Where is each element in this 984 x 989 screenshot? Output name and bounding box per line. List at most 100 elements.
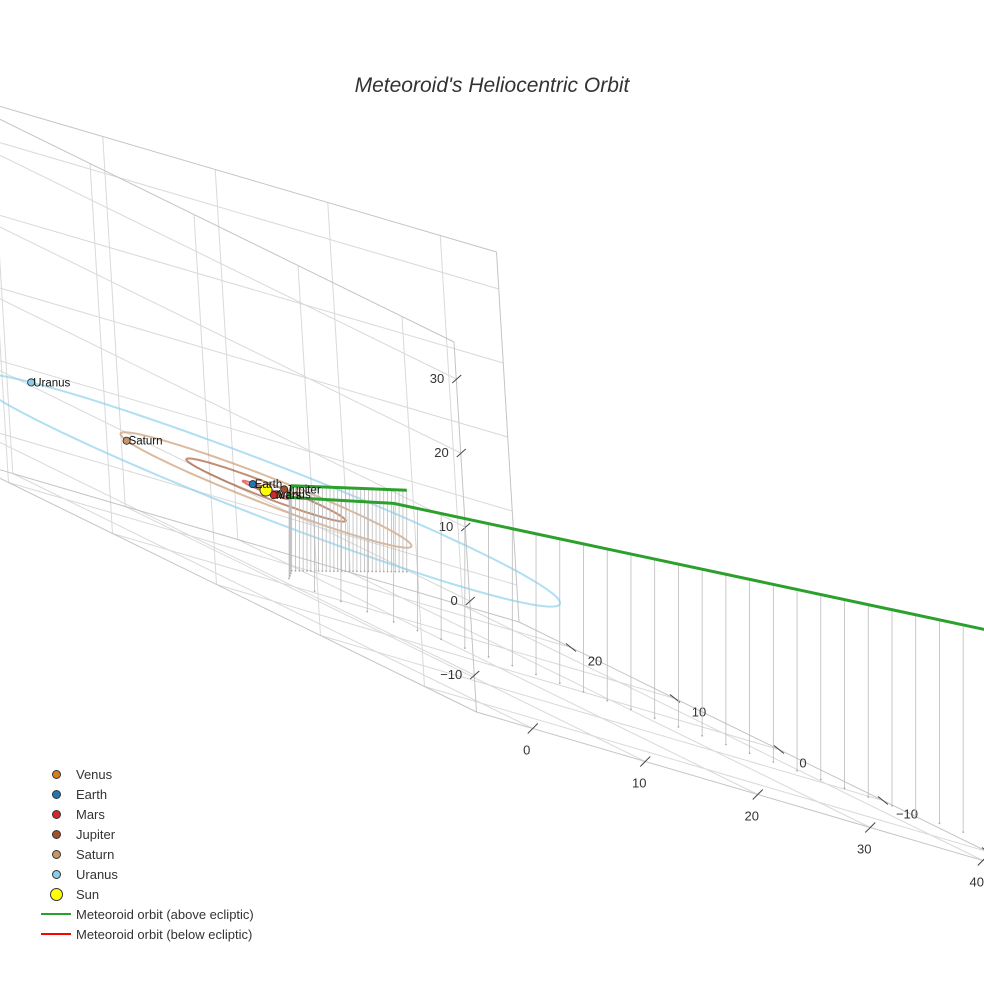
drop-line-end — [291, 570, 293, 572]
drop-line-end — [939, 822, 941, 824]
legend-marker-venus — [52, 770, 61, 779]
legend-marker-earth — [52, 790, 61, 799]
drop-line-end — [366, 611, 368, 613]
legend-item-orbit-above[interactable]: Meteoroid orbit (above ecliptic) — [36, 904, 254, 924]
z-tick-label: 30 — [430, 371, 444, 386]
drop-line-end — [796, 770, 798, 772]
drop-line-end — [321, 570, 323, 572]
y-tick-mark — [566, 644, 576, 652]
legend-item-uranus[interactable]: Uranus — [36, 864, 254, 884]
drop-line-end — [440, 638, 442, 640]
drop-line-end — [891, 805, 893, 807]
x-tick-mark — [528, 724, 538, 734]
meteoroid-orbit-above — [288, 497, 984, 885]
axis-box — [0, 87, 984, 877]
legend-item-saturn[interactable]: Saturn — [36, 844, 254, 864]
drop-line-end — [701, 735, 703, 737]
grid-line — [0, 272, 508, 437]
drop-line-end — [394, 571, 396, 573]
x-tick-label: 20 — [745, 809, 759, 824]
y-tick-label: 20 — [588, 654, 602, 669]
grid-line — [0, 124, 456, 379]
legend-item-jupiter[interactable]: Jupiter — [36, 824, 254, 844]
drop-line-end — [340, 601, 342, 603]
drop-line-end — [915, 814, 917, 816]
drop-line-end — [867, 796, 869, 798]
drop-line-end — [289, 575, 291, 577]
x-tick-label: 40 — [970, 875, 984, 890]
drop-line-end — [511, 665, 513, 667]
legend-item-venus[interactable]: Venus — [36, 764, 254, 784]
y-tick-label: 0 — [799, 756, 806, 771]
drop-line-end — [318, 570, 320, 572]
legend-marker-saturn — [52, 850, 61, 859]
legend-marker-jupiter — [52, 830, 61, 839]
x-tick-mark — [753, 790, 763, 800]
drop-line-end — [398, 571, 400, 573]
legend-item-earth[interactable]: Earth — [36, 784, 254, 804]
y-tick-label: −10 — [896, 807, 918, 822]
drop-line-end — [314, 590, 316, 592]
drop-line-end — [678, 726, 680, 728]
drop-line-end — [360, 570, 362, 572]
drop-line-end — [367, 571, 369, 573]
legend-label: Mars — [76, 807, 105, 822]
legend-label: Jupiter — [76, 827, 115, 842]
z-tick-label: 0 — [451, 593, 458, 608]
planet-label-jupiter: Jupiter — [286, 484, 321, 496]
legend-item-mars[interactable]: Mars — [36, 804, 254, 824]
drop-line-end — [772, 761, 774, 763]
drop-line-end — [749, 752, 751, 754]
drop-line-end — [310, 570, 312, 572]
drop-line-end — [371, 571, 373, 573]
legend-line-orbit-above — [41, 913, 71, 915]
drop-line-end — [535, 673, 537, 675]
drop-line-end — [464, 647, 466, 649]
drop-line-end — [306, 570, 308, 572]
drop-line-end — [333, 570, 335, 572]
grid-line — [0, 113, 9, 483]
drop-line-end — [406, 571, 408, 573]
drop-line-end — [344, 570, 346, 572]
drop-line-end — [962, 831, 964, 833]
planet-label-saturn: Saturn — [129, 436, 163, 448]
legend-line-orbit-below — [41, 933, 71, 935]
drop-line-end — [393, 621, 395, 623]
axis-edge — [0, 87, 497, 252]
legend[interactable]: Venus Earth Mars Jupiter Saturn Uranus S… — [36, 764, 254, 944]
y-tick-mark — [774, 746, 784, 754]
legend-label: Meteoroid orbit (below ecliptic) — [76, 927, 252, 942]
legend-label: Meteoroid orbit (above ecliptic) — [76, 907, 254, 922]
legend-marker-sun — [50, 888, 63, 901]
legend-item-orbit-below[interactable]: Meteoroid orbit (below ecliptic) — [36, 924, 254, 944]
legend-marker-mars — [52, 810, 61, 819]
drop-line-end — [725, 744, 727, 746]
legend-marker-uranus — [52, 870, 61, 879]
legend-label: Venus — [76, 767, 112, 782]
drop-line-end — [379, 571, 381, 573]
z-tick-label: −10 — [440, 667, 462, 682]
drop-line-end — [356, 570, 358, 572]
planet-label-uranus: Uranus — [33, 377, 70, 389]
grid-line — [217, 585, 780, 750]
drop-line-end — [364, 570, 366, 572]
drop-line-end — [630, 709, 632, 711]
drop-line-end — [383, 571, 385, 573]
drop-line-end — [606, 700, 608, 702]
x-tick-label: 10 — [632, 776, 646, 791]
drop-line-end — [820, 779, 822, 781]
y-tick-label: 10 — [692, 705, 706, 720]
drop-line-end — [337, 570, 339, 572]
legend-item-sun[interactable]: Sun — [36, 884, 254, 904]
drop-line-end — [654, 717, 656, 719]
grid-line — [0, 198, 503, 363]
y-tick-mark — [878, 797, 888, 805]
legend-label: Sun — [76, 887, 99, 902]
x-tick-label: 30 — [857, 842, 871, 857]
drop-line-end — [348, 570, 350, 572]
drop-line-end — [583, 691, 585, 693]
drop-line-end — [302, 570, 304, 572]
x-tick-mark — [865, 823, 875, 833]
